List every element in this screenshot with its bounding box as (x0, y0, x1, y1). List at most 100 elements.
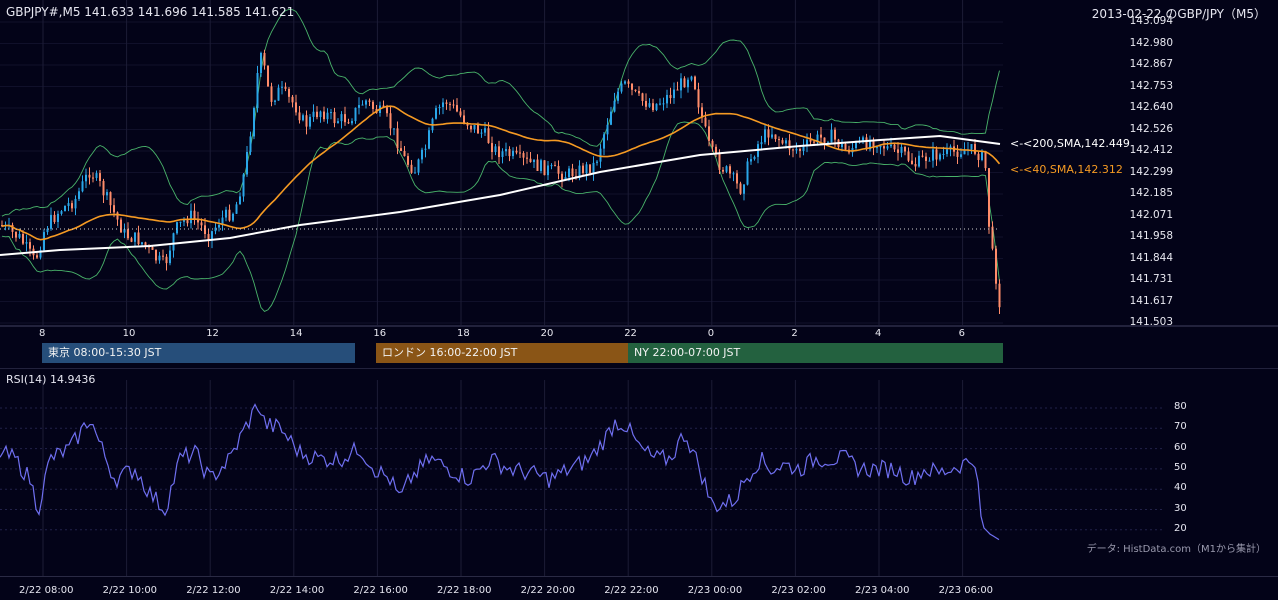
candle-body (802, 144, 805, 151)
candle-body (277, 87, 280, 101)
candle-body (617, 91, 619, 101)
candle-body (71, 203, 73, 209)
candle-body (715, 146, 717, 154)
candle-body (424, 148, 427, 150)
candle-body (830, 129, 833, 143)
candle-body (165, 256, 168, 264)
candle-body (970, 144, 973, 150)
session-london-label: ロンドン 16:00-22:00 JST (382, 346, 518, 359)
rsi-line (0, 403, 1000, 541)
candle-body (557, 165, 560, 174)
candle-body (246, 151, 248, 175)
price-tick-label: 142.412 (1129, 144, 1173, 156)
time-tick-label: 12 (206, 328, 219, 339)
candle-body (116, 212, 119, 220)
time-tick-label: 22 (624, 328, 637, 339)
candle-body (788, 140, 791, 150)
candle-body (22, 233, 24, 244)
candle-body (508, 149, 511, 157)
time-tick-label: 14 (289, 328, 303, 339)
session-ny: NY 22:00-07:00 JST (628, 343, 1003, 363)
candle-body (186, 220, 189, 224)
candle-body (403, 150, 406, 157)
rsi-tick-label: 40 (1174, 482, 1187, 494)
candle-body (344, 114, 346, 123)
session-ny-label: NY 22:00-07:00 JST (634, 346, 741, 359)
candle-body (267, 65, 269, 87)
candle-body (389, 113, 392, 129)
candle-body (823, 137, 826, 143)
candle-body (491, 143, 493, 153)
candle-body (809, 139, 812, 142)
rsi-tick-label: 70 (1174, 421, 1187, 433)
candle-body (99, 173, 101, 182)
candle-body (487, 128, 490, 144)
candle-body (613, 100, 616, 112)
candle-body (946, 149, 948, 154)
candle-body (554, 165, 556, 167)
candle-body (260, 52, 262, 74)
candle-body (876, 147, 878, 149)
candle-body (470, 125, 472, 130)
rsi-tick-label: 20 (1174, 522, 1187, 534)
candle-body (172, 233, 175, 251)
candle-body (690, 76, 693, 80)
candle-body (109, 192, 112, 206)
candle-body (683, 78, 686, 88)
candle-body (36, 255, 38, 258)
candle-body (74, 198, 77, 209)
candle-body (498, 146, 500, 158)
price-tick-label: 142.185 (1129, 187, 1173, 199)
candle-body (253, 107, 255, 137)
candle-body (533, 159, 535, 163)
candle-body (382, 105, 385, 108)
candle-body (886, 146, 889, 149)
candle-body (872, 141, 875, 148)
candle-body (281, 86, 283, 88)
bottom-time-label: 2/23 02:00 (771, 585, 826, 596)
candle-body (743, 184, 745, 194)
candle-body (522, 153, 525, 158)
candle-body (666, 94, 668, 104)
candle-body (907, 151, 910, 161)
candle-body (102, 181, 105, 196)
candle-body (480, 132, 483, 134)
candle-body (207, 234, 210, 241)
candle-body (263, 52, 266, 66)
price-tick-label: 142.526 (1129, 122, 1173, 135)
candle-body (305, 115, 308, 127)
candle-body (288, 88, 290, 97)
candle-body (396, 128, 399, 149)
price-tick-label: 141.958 (1129, 230, 1173, 242)
candle-body (760, 142, 763, 145)
bottom-time-label: 2/23 06:00 (938, 585, 994, 596)
candle-body (50, 214, 52, 229)
candle-body (624, 81, 626, 84)
candle-body (218, 225, 220, 228)
session-london: ロンドン 16:00-22:00 JST (376, 343, 628, 363)
candle-body (662, 103, 665, 105)
candle-body (862, 137, 864, 142)
candle-body (568, 168, 570, 178)
bottom-time-label: 2/22 16:00 (353, 585, 408, 596)
candle-body (988, 168, 990, 227)
candle-body (326, 112, 329, 120)
candle-body (746, 161, 749, 185)
bottom-time-label: 2/22 12:00 (186, 585, 241, 596)
sma200-line (0, 134, 1001, 256)
candle-body (372, 101, 374, 109)
candle-body (351, 121, 353, 124)
rsi-tick-label: 50 (1174, 461, 1187, 473)
candle-body (634, 89, 637, 91)
candle-body (365, 100, 367, 105)
candle-body (505, 149, 507, 152)
candle-body (354, 107, 357, 122)
candle-body (512, 150, 514, 157)
candle-body (235, 204, 238, 214)
sma200-label: <-<200,SMA,142.449 (1010, 137, 1130, 150)
candle-body (680, 78, 682, 91)
candle-body (64, 205, 66, 212)
time-tick-label: 16 (373, 328, 387, 339)
candle-body (736, 173, 738, 184)
